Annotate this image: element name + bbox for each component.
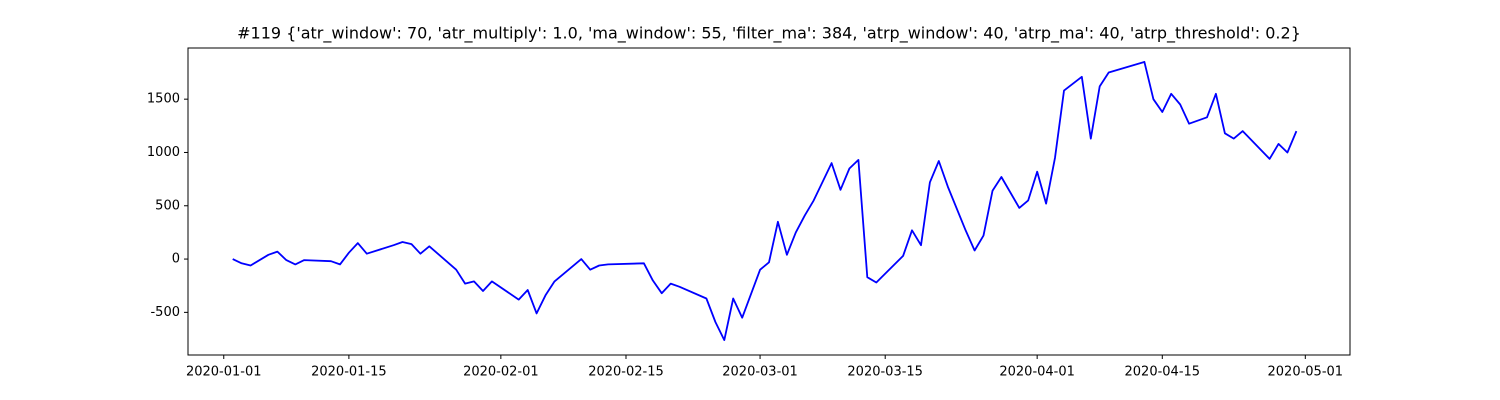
x-tick-label: 2020-04-01: [999, 365, 1075, 380]
y-tick-label: 500: [155, 198, 180, 213]
y-tick-label: -500: [150, 305, 180, 320]
y-tick-label: 1000: [147, 145, 180, 160]
chart-title: #119 {'atr_window': 70, 'atr_multiply': …: [237, 24, 1301, 44]
y-tick-label: 0: [172, 252, 180, 267]
x-tick-label: 2020-02-01: [463, 365, 539, 380]
y-tick-label: 1500: [147, 92, 180, 107]
x-tick-label: 2020-05-01: [1268, 365, 1344, 380]
x-tick-label: 2020-01-01: [186, 365, 262, 380]
x-tick-label: 2020-01-15: [311, 365, 387, 380]
x-tick-label: 2020-03-01: [722, 365, 798, 380]
x-tick-label: 2020-02-15: [588, 365, 664, 380]
x-tick-label: 2020-04-15: [1125, 365, 1201, 380]
axes-frame: [187, 47, 1351, 356]
x-tick-label: 2020-03-15: [847, 365, 923, 380]
data-line: [232, 61, 1298, 341]
